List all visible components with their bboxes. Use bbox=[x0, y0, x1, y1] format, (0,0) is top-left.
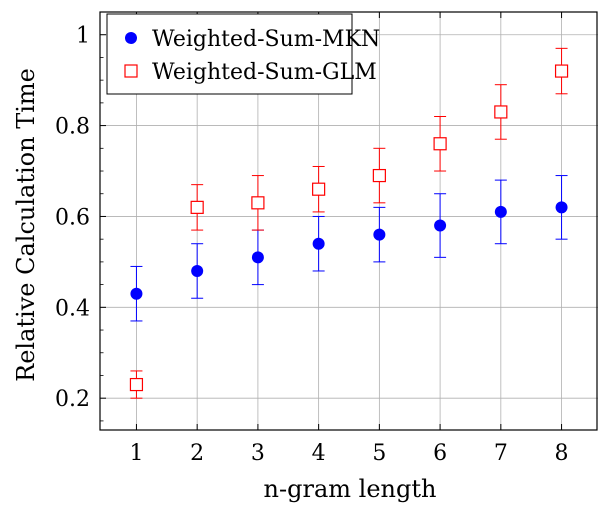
legend-box bbox=[106, 13, 353, 95]
y-tick-label: 0.2 bbox=[55, 387, 90, 412]
data-point bbox=[191, 264, 204, 277]
x-tick-label: 4 bbox=[312, 441, 326, 466]
series-mkn bbox=[130, 175, 568, 322]
data-point bbox=[312, 237, 325, 250]
data-point bbox=[130, 287, 143, 300]
data-point bbox=[190, 200, 204, 214]
data-point bbox=[554, 64, 569, 78]
y-tick-label: 1 bbox=[76, 24, 90, 49]
y-axis-label: Relative Calculation Time bbox=[12, 68, 40, 382]
legend-label-glm: Weighted-Sum-GLM bbox=[152, 60, 377, 85]
x-tick-label: 1 bbox=[129, 441, 143, 466]
series-layer bbox=[129, 47, 569, 399]
data-point bbox=[494, 105, 508, 119]
x-tick-label: 2 bbox=[190, 441, 204, 466]
y-tick-label: 0.4 bbox=[55, 296, 90, 321]
series-glm bbox=[129, 47, 569, 399]
x-tick-label: 7 bbox=[494, 441, 508, 466]
data-point bbox=[494, 205, 507, 218]
plot-frame bbox=[99, 11, 598, 431]
x-tick-label: 5 bbox=[372, 441, 386, 466]
data-point bbox=[129, 377, 144, 392]
y-tick-label: 0.8 bbox=[55, 115, 90, 140]
data-point bbox=[373, 228, 386, 241]
x-tick-label: 3 bbox=[251, 441, 265, 466]
legend: Weighted-Sum-MKN Weighted-Sum-GLM bbox=[106, 13, 380, 95]
x-axis-label: n-gram length bbox=[264, 475, 437, 503]
data-point bbox=[251, 196, 265, 210]
data-point bbox=[372, 168, 386, 183]
legend-marker-mkn bbox=[125, 32, 137, 44]
ticks: 1 2 3 4 5 6 7 8 0.2 0.4 0.6 0.8 1 bbox=[55, 11, 569, 466]
legend-marker-glm bbox=[124, 64, 138, 78]
data-point bbox=[251, 251, 264, 264]
x-tick-label: 6 bbox=[433, 441, 447, 466]
legend-label-mkn: Weighted-Sum-MKN bbox=[152, 27, 380, 52]
x-tick-label: 8 bbox=[555, 441, 569, 466]
data-point bbox=[312, 182, 326, 196]
y-tick-label: 0.6 bbox=[55, 205, 90, 230]
data-point bbox=[555, 201, 568, 214]
data-point bbox=[434, 219, 447, 232]
data-point bbox=[433, 137, 447, 151]
